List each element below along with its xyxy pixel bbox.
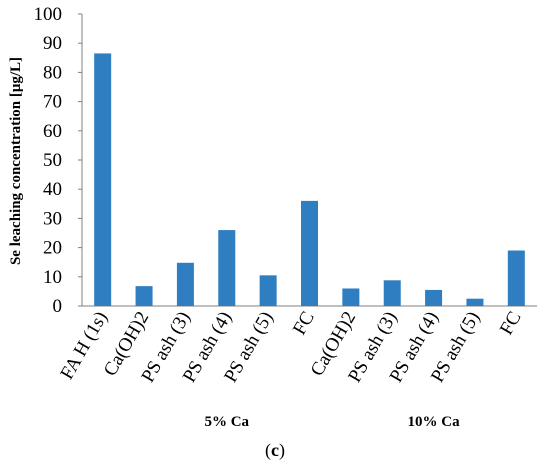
group-label: 10% Ca xyxy=(408,414,461,430)
x-tick-label: FC xyxy=(496,308,526,339)
y-tick-label: 60 xyxy=(43,121,62,142)
bars xyxy=(94,53,525,306)
y-tick-label: 50 xyxy=(43,150,62,171)
bar xyxy=(342,288,360,306)
y-tick-label: 90 xyxy=(43,33,62,54)
bar xyxy=(301,200,318,306)
bar xyxy=(218,230,236,306)
bar xyxy=(259,275,277,306)
labels: FA H (1s)Ca(OH)2PS ash (3)PS ash (4)PS a… xyxy=(57,308,526,430)
x-tick-label: FC xyxy=(289,308,319,339)
y-tick-label: 40 xyxy=(43,179,62,200)
bar xyxy=(425,289,443,306)
y-tick-label: 100 xyxy=(34,4,63,25)
y-axis-label: Se leaching concentration [μg/L] xyxy=(8,57,24,265)
bar xyxy=(176,262,194,306)
bar xyxy=(135,286,153,306)
y-tick-label: 0 xyxy=(53,296,63,317)
y-tick-label: 30 xyxy=(43,208,62,229)
y-tick-label: 70 xyxy=(43,92,62,113)
axes: 0 10 20 30 40 50 60 70 80 90 100 xyxy=(34,4,537,317)
group-label: 5% Ca xyxy=(204,414,249,430)
y-tick-label: 20 xyxy=(43,238,62,259)
bar xyxy=(507,250,525,306)
bar xyxy=(94,53,112,306)
bar xyxy=(466,298,484,306)
y-tick-label: 10 xyxy=(43,267,62,288)
bar xyxy=(383,280,401,306)
y-tick-label: 80 xyxy=(43,62,62,83)
figure-caption: (c) xyxy=(265,440,285,461)
